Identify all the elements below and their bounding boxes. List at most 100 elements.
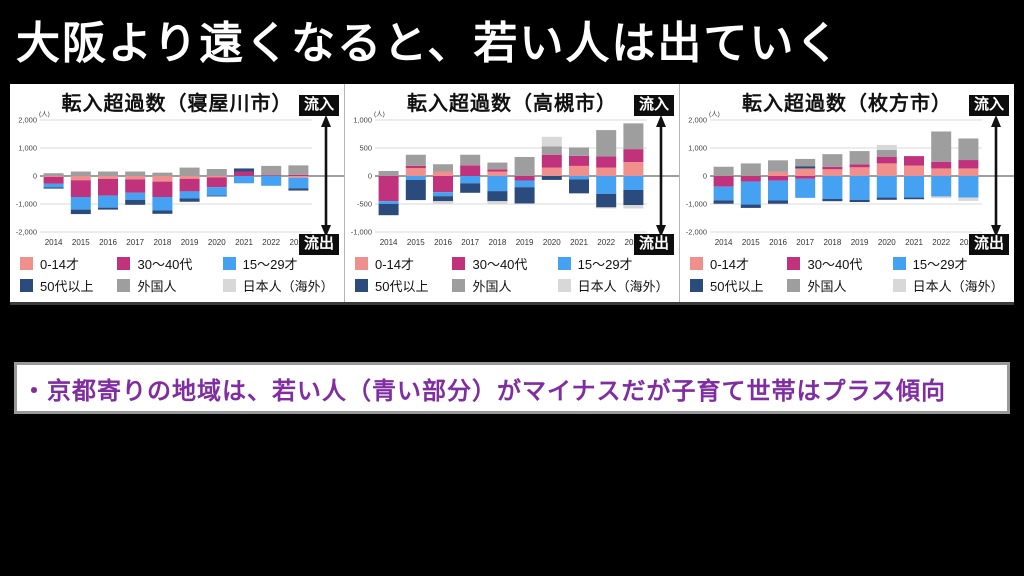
- bar-segment: [234, 168, 254, 172]
- chart-svg: 2,000 1,000 0 -1,000 -2,000 (人) 2014 2015 2016 20…: [16, 110, 344, 247]
- bar-segment: [822, 154, 843, 167]
- bar-segment: [514, 180, 535, 188]
- bar-segment: [514, 176, 535, 181]
- legend-item: 外国人: [117, 276, 220, 295]
- bar-segment: [596, 193, 617, 208]
- y-axis-tick-label: 1,000: [18, 144, 37, 153]
- legend-label: 50代以上: [710, 279, 764, 294]
- bar-segment: [569, 176, 589, 180]
- legend-label: 30～40代: [137, 257, 193, 272]
- outflow-badge: 流出: [633, 234, 674, 255]
- bar-segment: [623, 190, 644, 206]
- legend-swatch: [20, 279, 33, 292]
- bar-segment: [98, 178, 118, 196]
- bar-segment: [460, 165, 481, 176]
- x-axis-label: 2021: [570, 238, 588, 247]
- bar-segment: [822, 176, 843, 199]
- title-bar: 大阪より遠くなると、若い人は出ていく: [0, 4, 1024, 74]
- arrow-down-icon: [656, 225, 666, 237]
- bar-segment: [487, 162, 508, 170]
- x-axis-label: 2023: [625, 238, 643, 247]
- x-axis-label: 2019: [516, 238, 534, 247]
- chart-panel-hirakata: 転入超過数（枚方市） 流入 流出 2,000 1,000 0 -1,000 -2,000…: [680, 84, 1014, 302]
- bar-segment: [958, 138, 979, 161]
- x-axis-label: 2021: [905, 238, 923, 247]
- bar-segment: [288, 188, 309, 191]
- chart-title: 転入超過数（高槻市）: [407, 93, 617, 115]
- legend-label: 外国人: [807, 279, 847, 294]
- bar-segment: [70, 176, 91, 181]
- bar-segment: [261, 176, 282, 186]
- arrow-up-icon: [656, 115, 666, 127]
- bar-segment: [405, 179, 426, 201]
- legend-item: 外国人: [787, 276, 890, 295]
- legend-label: 日本人（海外）: [242, 279, 334, 294]
- x-axis-label: 2020: [878, 238, 896, 247]
- legend-item: 50代以上: [20, 276, 115, 295]
- legend-item: 15～29才: [557, 254, 677, 273]
- bar-segment: [958, 176, 979, 198]
- legend-item: 50代以上: [355, 276, 450, 295]
- bar-segment: [822, 166, 843, 170]
- bar-segment: [98, 207, 118, 210]
- bar-segment: [713, 200, 734, 204]
- y-axis-tick-label: -1,000: [351, 228, 372, 237]
- bar-segment: [70, 197, 91, 210]
- legend-item: 30～40代: [117, 254, 220, 273]
- bar-segment: [234, 176, 254, 184]
- arrow-down-icon: [991, 225, 1001, 237]
- bar-segment: [740, 163, 761, 176]
- bar-segment: [179, 191, 200, 199]
- bar-segment: [904, 197, 924, 200]
- bar-segment: [378, 176, 399, 202]
- y-axis-tick-label: -1,000: [686, 200, 707, 209]
- bar-segment: [378, 170, 399, 176]
- legend-item: 0-14才: [690, 254, 785, 273]
- legend-swatch: [222, 257, 236, 270]
- bar-segment: [43, 173, 64, 176]
- bar-segment: [125, 179, 146, 193]
- bar-segment: [931, 176, 952, 197]
- bar-segment: [206, 177, 227, 188]
- bar-segment: [98, 171, 118, 176]
- bar-segment: [822, 198, 843, 202]
- x-axis-label: 2018: [824, 238, 842, 247]
- legend-label: 50代以上: [40, 279, 94, 294]
- y-axis-tick-label: 500: [359, 144, 372, 153]
- x-axis-label: 2020: [543, 238, 561, 247]
- bar-segment: [460, 154, 481, 166]
- bar-segment: [596, 167, 617, 176]
- legend-label: 15～29才: [242, 257, 298, 272]
- bar-segment: [487, 191, 508, 202]
- bar-segment: [849, 167, 870, 176]
- x-axis-label: 2014: [715, 238, 733, 247]
- legend-swatch: [787, 279, 801, 292]
- x-axis-label: 2018: [154, 238, 172, 247]
- x-axis-label: 2015: [742, 238, 760, 247]
- bar-segment: [876, 163, 897, 176]
- bar-segment: [378, 204, 399, 216]
- legend-item: 30～40代: [452, 254, 555, 273]
- bar-segment: [152, 181, 173, 197]
- bar-segment: [795, 178, 816, 198]
- slide-title: 大阪より遠くなると、若い人は出ていく: [16, 19, 842, 68]
- inflow-badge: 流入: [633, 95, 674, 116]
- x-axis-label: 2014: [45, 238, 63, 247]
- bar-segment: [487, 169, 508, 172]
- bar-segment: [288, 177, 309, 189]
- legend-item: 日本人（海外）: [892, 276, 1012, 295]
- bar-segment: [740, 176, 761, 182]
- legend-item: 0-14才: [20, 254, 115, 273]
- legend-swatch: [690, 257, 703, 270]
- bar-segment: [487, 176, 508, 192]
- legend-swatch: [557, 279, 571, 292]
- bar-segment: [795, 176, 816, 179]
- x-axis-label: 2016: [434, 238, 452, 247]
- x-axis-label: 2014: [380, 238, 398, 247]
- bar-segment: [433, 201, 453, 204]
- x-axis-label: 2019: [181, 238, 199, 247]
- bar-segment: [623, 162, 644, 176]
- bar-segment: [931, 131, 952, 162]
- bar-segment: [125, 176, 146, 180]
- bar-segment: [179, 176, 200, 179]
